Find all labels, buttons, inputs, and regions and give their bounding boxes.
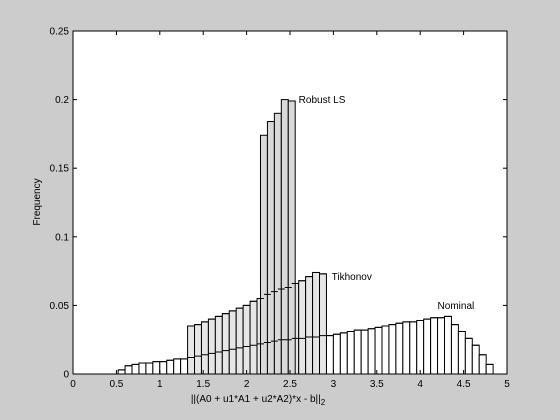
nominal-bar (471, 344, 480, 375)
nominal-bar (367, 328, 376, 375)
x-tick-label: 5 (504, 379, 510, 390)
nominal-bar (457, 330, 466, 375)
nominal-bar (131, 363, 140, 375)
tikhonov-bar (319, 273, 327, 375)
x-axis-title-main: ||(A0 + u1*A1 + u2*A2)*x - b|| (191, 394, 321, 405)
nominal-bar (166, 359, 175, 375)
tikhonov-bar (235, 307, 244, 375)
tikhonov-bar (312, 271, 321, 375)
robust-ls-label: Robust LS (299, 95, 346, 106)
tikhonov-bar (187, 325, 196, 375)
nominal-outline (118, 315, 494, 371)
nominal-bar (395, 322, 404, 375)
nominal-bar (409, 321, 418, 375)
nominal-bar (145, 362, 154, 375)
nominal-bar (332, 333, 341, 375)
tikhonov-bar (207, 318, 216, 375)
tikhonov-bar (221, 313, 230, 375)
nominal-bar (138, 362, 147, 375)
robust-ls-bar (273, 112, 282, 375)
series-outline-layer (118, 271, 494, 371)
nominal-bar (402, 321, 411, 375)
x-tick-label: 1 (157, 379, 163, 390)
tikhonov-bar (200, 321, 209, 375)
x-tick-label: 2.5 (283, 379, 297, 390)
tikhonov-label: Tikhonov (332, 272, 372, 283)
nominal-bar (381, 325, 390, 375)
x-tick-label: 3.5 (370, 379, 384, 390)
nominal-bar (437, 317, 445, 375)
nominal-bar (346, 330, 355, 375)
nominal-bar (374, 326, 383, 375)
y-axis-title: Frequency (32, 178, 43, 225)
tikhonov-bar (194, 324, 202, 375)
nominal-bar (450, 324, 459, 375)
y-tick-label: 0.25 (50, 27, 70, 38)
nominal-bar (430, 317, 439, 375)
x-tick-label: 0.5 (109, 379, 123, 390)
tikhonov-bar (228, 310, 237, 375)
nominal-bar (180, 358, 189, 375)
y-tick-label: 0.05 (50, 301, 70, 312)
tikhonov-outline (187, 271, 327, 327)
nominal-bar (339, 332, 348, 375)
tikhonov-bar (298, 280, 307, 375)
tikhonov-bar (305, 276, 314, 375)
nominal-bar (152, 361, 161, 375)
nominal-bar (478, 354, 487, 375)
y-tick-label: 0.15 (50, 164, 70, 175)
tikhonov-bar (249, 300, 258, 375)
x-axis-title-subscript: 2 (321, 398, 326, 407)
robust-ls-bar (280, 99, 289, 375)
nominal-bar (444, 315, 452, 375)
annotations-layer: Robust LS Tikhonov Nominal (299, 95, 475, 312)
tikhonov-bar (214, 315, 223, 375)
x-tick-label: 2 (244, 379, 250, 390)
robust-ls-bar (287, 100, 296, 375)
y-tick-label: 0 (63, 370, 69, 381)
x-tick-label: 3 (331, 379, 337, 390)
nominal-bar (325, 335, 334, 375)
x-tick-label: 4.5 (457, 379, 471, 390)
robust-ls-bar (259, 134, 268, 375)
nominal-bar (423, 318, 432, 375)
axes-layer: 0 0.5 1 1.5 2 2.5 3 3.5 4 4.5 5 0 0.05 0.1 0.15 0.2 0.25 (50, 27, 511, 391)
nominal-bar (117, 369, 126, 375)
tikhonov-bar (242, 304, 251, 375)
y-tick-label: 0.2 (55, 95, 69, 106)
nominal-bar (388, 324, 397, 375)
nominal-bar (173, 358, 182, 375)
robust-ls-bar (266, 121, 275, 375)
nominal-label: Nominal (438, 301, 475, 312)
nominal-bar (159, 361, 168, 375)
nominal-bar (485, 363, 494, 375)
nominal-bar (416, 319, 425, 375)
x-tick-label: 4 (417, 379, 423, 390)
nominal-bar (124, 365, 133, 375)
x-tick-label: 0 (70, 379, 76, 390)
x-axis-title: ||(A0 + u1*A1 + u2*A2)*x - b||2 (191, 394, 326, 407)
y-tick-label: 0.1 (55, 232, 69, 243)
nominal-bar (353, 329, 362, 375)
x-tick-label: 1.5 (196, 379, 210, 390)
nominal-bar (464, 337, 473, 375)
nominal-bar (360, 329, 369, 375)
